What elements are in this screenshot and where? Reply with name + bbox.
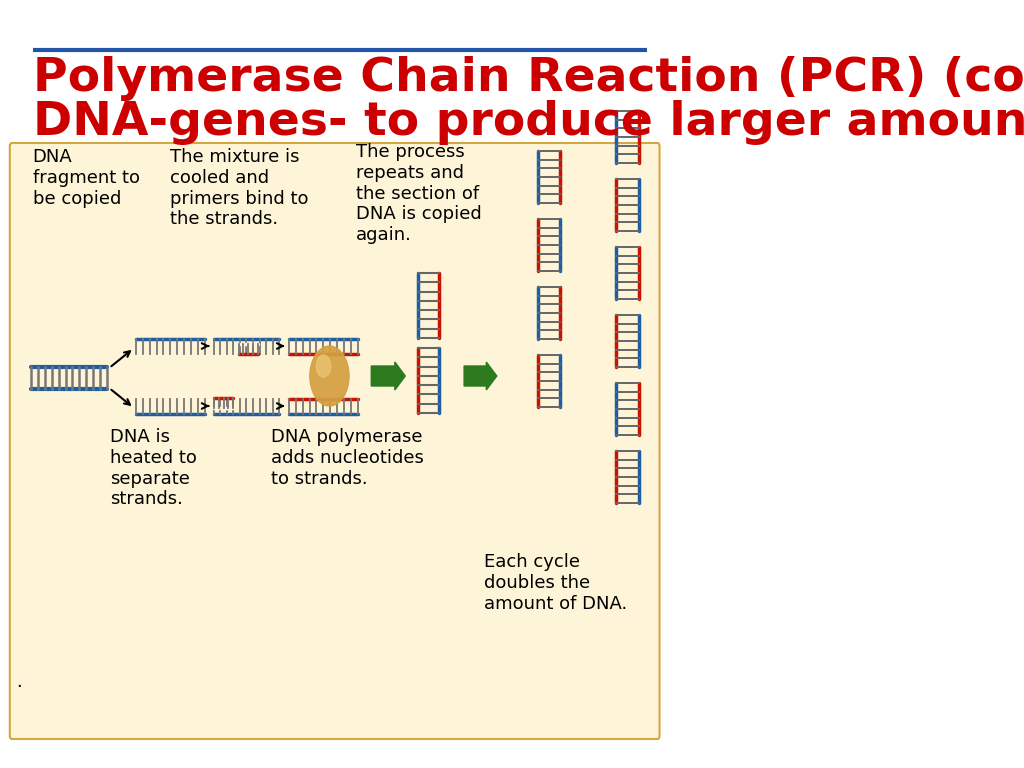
FancyArrow shape bbox=[372, 362, 406, 390]
Text: DNA is
heated to
separate
strands.: DNA is heated to separate strands. bbox=[110, 428, 197, 508]
Text: Each cycle
doubles the
amount of DNA.: Each cycle doubles the amount of DNA. bbox=[483, 553, 627, 613]
FancyBboxPatch shape bbox=[10, 143, 659, 739]
Text: Polymerase Chain Reaction (PCR) (coping: Polymerase Chain Reaction (PCR) (coping bbox=[33, 56, 1024, 101]
Text: DNA polymerase
adds nucleotides
to strands.: DNA polymerase adds nucleotides to stran… bbox=[271, 428, 424, 488]
Text: DNA
fragment to
be copied: DNA fragment to be copied bbox=[33, 148, 139, 207]
Circle shape bbox=[310, 346, 349, 406]
Text: DNA-genes- to produce larger amounts): DNA-genes- to produce larger amounts) bbox=[33, 100, 1024, 145]
Text: The process
repeats and
the section of
DNA is copied
again.: The process repeats and the section of D… bbox=[356, 143, 482, 244]
Circle shape bbox=[316, 355, 331, 377]
Text: .: . bbox=[16, 673, 23, 691]
FancyArrow shape bbox=[464, 362, 497, 390]
Text: The mixture is
cooled and
primers bind to
the strands.: The mixture is cooled and primers bind t… bbox=[170, 148, 308, 228]
